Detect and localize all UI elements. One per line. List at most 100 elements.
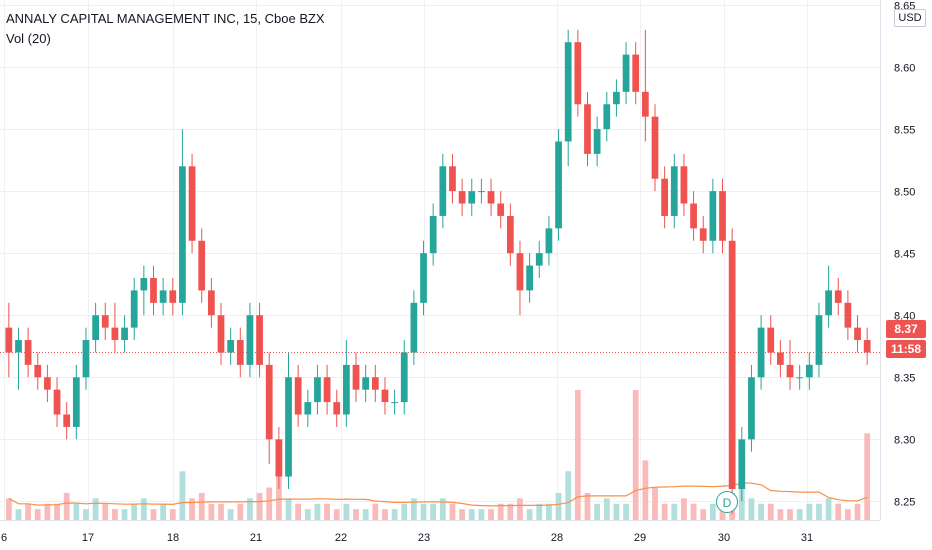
volume-bar [681,498,687,520]
candle-body [777,352,784,365]
candle [449,153,456,204]
candle [487,178,495,216]
candle-body [834,290,842,303]
candle-body [863,340,871,353]
candle-body [632,54,640,92]
candle-body [352,364,360,390]
price-tick-label: 8.25 [894,497,915,509]
candle [844,290,852,341]
candle [5,302,13,378]
candle [535,240,543,278]
volume-bar [102,503,109,520]
candle [121,315,128,353]
candle-body [854,327,861,341]
time-tick-label: 21 [250,532,262,544]
price-tick-label: 8.45 [894,249,915,261]
candle-body [506,215,514,254]
candle-body [748,377,755,440]
volume-bar [555,492,562,520]
volume-indicator-label[interactable]: Vol (20) [6,31,51,46]
candle [410,290,418,365]
volume-bar [112,509,118,520]
volume-bar [497,503,504,520]
volume-bar [237,503,244,520]
volume-bar [92,498,99,520]
candle [333,389,341,427]
candle [101,302,109,341]
volume-bar [208,503,215,520]
volume-bar [179,471,186,520]
candle [719,178,726,254]
candle-body [825,290,832,316]
volume-bar [410,498,417,520]
candle [699,215,707,254]
volume-bar [565,471,572,520]
volume-bar [517,498,523,520]
time-axis[interactable]: 6 17 18 21 22 23 28 29 30 31 [1,532,813,544]
candle-body [670,166,678,216]
volume-bar [806,503,813,520]
time-tick-label: 17 [82,532,94,544]
symbol-title[interactable]: ANNALY CAPITAL MANAGEMENT INC, 15, Cboe … [6,11,325,26]
volume-bar [63,492,70,520]
volume-bar [777,509,784,520]
candle [304,389,312,427]
candle [24,327,32,378]
candle-body [449,166,456,192]
candle-body [285,377,292,477]
candle-body [603,104,611,130]
candle [468,178,476,216]
candle-body [333,402,341,415]
candle-body [5,327,13,353]
volume-bar [324,503,330,520]
volume-bar [767,503,774,520]
candle-body [44,377,51,390]
volume-bar [140,498,147,520]
volume-bar [603,498,610,520]
candle-body [622,54,630,92]
volume-bar [468,509,475,520]
candle [805,352,813,390]
candle-body [757,327,765,378]
volume-bar [256,492,263,520]
candle-body [92,315,99,341]
candle-body [661,178,669,216]
candle [680,153,688,216]
candle-body [15,340,22,353]
currency-badge[interactable]: USD [894,9,926,27]
volume-bar [835,503,842,520]
candle [815,302,823,378]
candle [670,153,678,229]
candle-body [796,377,804,379]
candle-body [410,302,418,353]
candle-body [690,203,697,229]
candle [748,364,755,452]
volume-bar [353,509,359,520]
volume-bar [304,509,311,520]
candle [439,153,447,229]
volume-bar [787,509,793,520]
volume-bar [594,503,601,520]
candle-body [400,352,408,403]
candle [53,377,61,427]
candle [72,364,80,440]
candle [265,352,273,465]
candle-body [314,377,321,403]
time-tick-label: 30 [718,532,730,544]
chart-grid [0,0,880,520]
candle [545,215,553,266]
candle-body [121,327,128,341]
price-axis[interactable]: 8.658.608.558.508.458.408.358.308.25 [894,1,915,509]
candle-body [767,327,775,353]
candle [593,116,601,167]
candle-body [371,377,379,390]
candle-body [439,166,447,216]
dividend-marker-icon[interactable]: D [716,491,738,513]
candle [343,340,350,427]
candle [34,352,42,390]
bar-countdown-label: 11:58 [886,340,926,358]
price-tick-label: 8.50 [894,187,915,199]
candle-body [574,42,582,105]
volume-bar [362,509,369,520]
